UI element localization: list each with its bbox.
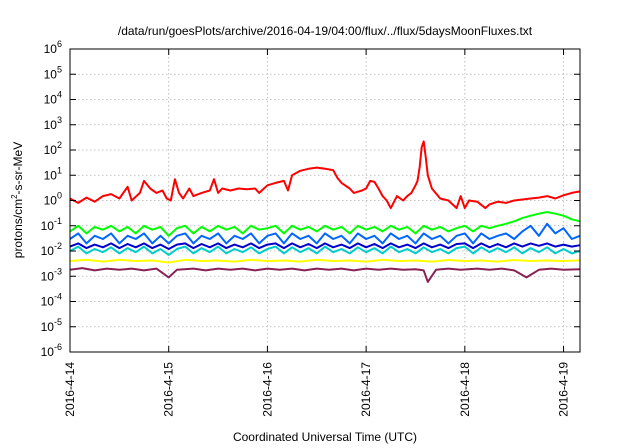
y-tick-label-base: 10 <box>44 67 58 81</box>
y-tick-label-exponent: 3 <box>57 115 62 125</box>
y-tick-label: 10-1 <box>41 216 62 233</box>
data-series-group <box>69 140 581 283</box>
y-tick-label: 10-3 <box>41 266 62 283</box>
series-line-1 <box>69 140 581 210</box>
y-tick-label: 105 <box>44 64 62 81</box>
y-axis-tick-labels: 10-610-510-410-310-210-11001011021031041… <box>41 39 62 359</box>
y-tick-label-exponent: 0 <box>57 191 62 201</box>
x-tick-label: 2016-4-14 <box>63 362 77 417</box>
y-tick-label-base: 10 <box>44 42 58 56</box>
y-tick-label-base: 10 <box>41 320 55 334</box>
series-line-4 <box>69 245 581 256</box>
x-tick-label: 2016-4-15 <box>162 362 176 417</box>
y-tick-label-exponent: -4 <box>54 292 62 302</box>
y-tick-label-base: 10 <box>41 345 55 359</box>
y-axis-label-base: protons/cm <box>11 199 25 258</box>
y-axis-label: protons/cm2-s-sr-MeV <box>10 142 25 258</box>
y-tick-label: 101 <box>44 165 62 182</box>
x-tick-label: 2016-4-17 <box>359 362 373 417</box>
y-tick-label-exponent: -3 <box>54 266 62 276</box>
y-tick-label: 103 <box>44 115 62 132</box>
y-tick-label-base: 10 <box>44 93 58 107</box>
y-tick-label: 10-4 <box>41 292 62 309</box>
y-tick-label-exponent: 4 <box>57 90 62 100</box>
y-tick-label-base: 10 <box>41 219 55 233</box>
y-tick-label-exponent: -5 <box>54 317 62 327</box>
y-tick-label-base: 10 <box>41 244 55 258</box>
y-tick-label-base: 10 <box>44 194 58 208</box>
y-tick-label-base: 10 <box>44 118 58 132</box>
x-axis-label: Coordinated Universal Time (UTC) <box>233 430 417 444</box>
x-tick-label: 2016-4-16 <box>260 362 274 417</box>
series-line-7 <box>69 267 581 283</box>
y-tick-label: 10-6 <box>41 342 62 359</box>
y-tick-label-exponent: -6 <box>54 342 62 352</box>
series-line-5 <box>69 242 581 250</box>
y-tick-label: 100 <box>44 191 62 208</box>
y-tick-label-exponent: -1 <box>54 216 62 226</box>
y-tick-label-base: 10 <box>44 143 58 157</box>
y-tick-label-exponent: 1 <box>57 165 62 175</box>
y-axis-label-exponent: 2 <box>10 194 19 199</box>
y-tick-label-exponent: 5 <box>57 64 62 74</box>
grid-lines <box>70 49 580 352</box>
series-line-3 <box>69 222 581 245</box>
y-tick-label-exponent: -2 <box>54 241 62 251</box>
y-tick-label: 10-2 <box>41 241 62 258</box>
axis-ticks <box>69 48 580 353</box>
y-axis-label-rest: -s-sr-MeV <box>11 142 25 195</box>
series-line-6 <box>69 258 581 264</box>
y-tick-label-base: 10 <box>41 295 55 309</box>
y-tick-label: 10-5 <box>41 317 62 334</box>
y-tick-label-exponent: 2 <box>57 140 62 150</box>
y-tick-label-base: 10 <box>41 269 55 283</box>
x-tick-label: 2016-4-19 <box>557 362 571 417</box>
y-tick-label-base: 10 <box>44 168 58 182</box>
y-tick-label: 104 <box>44 90 62 107</box>
y-tick-label-exponent: 6 <box>57 39 62 49</box>
y-tick-label: 102 <box>44 140 62 157</box>
x-tick-label: 2016-4-18 <box>458 362 472 417</box>
y-tick-label: 106 <box>44 39 62 56</box>
series-line-2 <box>69 211 581 237</box>
chart-title: /data/run/goesPlots/archive/2016-04-19/0… <box>118 24 533 38</box>
x-axis-tick-labels: 2016-4-14 2016-4-15 2016-4-16 2016-4-17 2016… <box>63 362 571 417</box>
